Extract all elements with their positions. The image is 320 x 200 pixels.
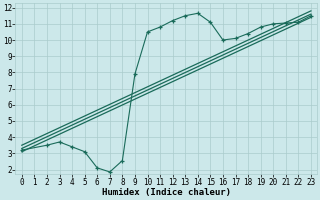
X-axis label: Humidex (Indice chaleur): Humidex (Indice chaleur): [102, 188, 231, 197]
